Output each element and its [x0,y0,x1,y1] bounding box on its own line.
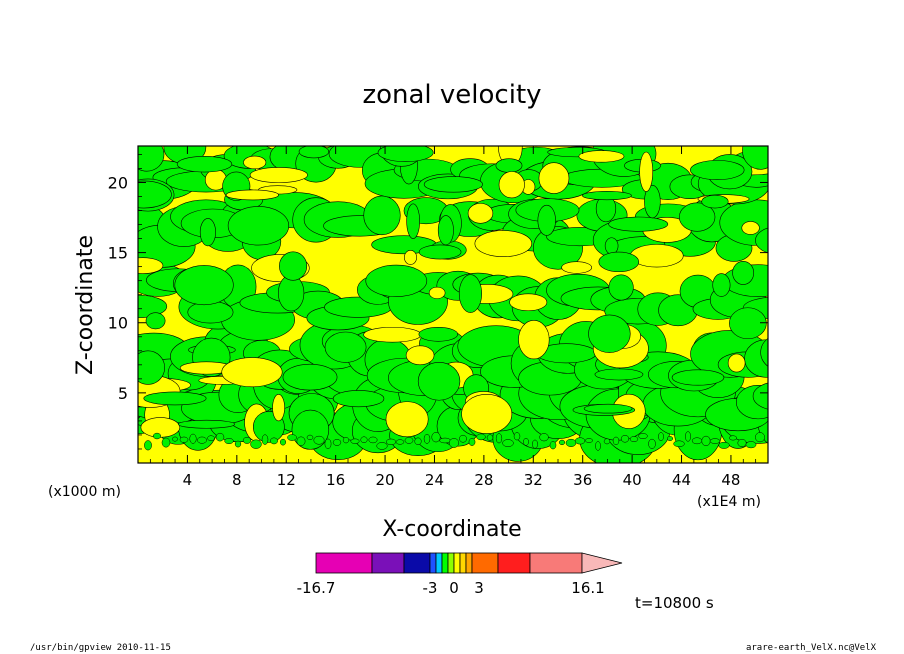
x-tick-label: 36 [573,471,592,489]
x-axis-label: X-coordinate [382,517,521,542]
plot-area [137,145,769,464]
footer-right: arare-earth_VelX.nc@VelX [746,643,877,653]
colorbar-segment [471,552,499,574]
x-tick-label: 48 [721,471,740,489]
x-tick-label: 12 [277,471,296,489]
x-tick-label: 8 [232,471,242,489]
colorbar-label: -16.7 [297,579,336,597]
colorbar-segment [497,552,531,574]
x-tick-label: 32 [524,471,543,489]
plot-frame [137,145,769,464]
x-unit-right: (x1E4 m) [697,494,761,510]
colorbar-segment [371,552,405,574]
colorbar-label: 16.1 [571,579,604,597]
colorbar-arrow [581,552,623,574]
chart-title: zonal velocity [362,80,541,110]
colorbar-segment [441,552,449,574]
x-tick-label: 20 [376,471,395,489]
y-tick-label: 5 [118,384,128,403]
y-tick-label: 20 [108,173,128,192]
colorbar-label: 0 [449,579,459,597]
x-tick-label: 44 [672,471,691,489]
y-tick-label: 10 [108,314,128,333]
time-label: t=10800 s [635,594,714,612]
x-tick-label: 28 [474,471,493,489]
contour-field [138,146,768,463]
colorbar-segment [453,552,461,574]
footer-left: /usr/bin/gpview 2010-11-15 [30,643,171,653]
colorbar-label: 3 [474,579,484,597]
y-axis: 5 10 15 20 [108,154,768,450]
x-unit-left: (x1000 m) [48,484,121,500]
x-tick-label: 24 [425,471,444,489]
x-tick-label: 4 [183,471,193,489]
colorbar-segment [315,552,373,574]
colorbar-segment [435,552,443,574]
colorbar-segment [529,552,583,574]
colorbar-label: -3 [423,579,438,597]
x-tick-label: 40 [623,471,642,489]
x-axis: 4 8 12 16 20 24 28 32 36 40 44 48 [149,146,757,489]
colorbar-segment [465,552,473,574]
colorbar-segment [447,552,455,574]
colorbar-segment [459,552,467,574]
y-axis-label: Z-coordinate [73,235,98,375]
y-tick-label: 15 [108,244,128,263]
colorbar-segment [403,552,431,574]
colorbar: -16.7 -3 0 3 16.1 [297,552,623,597]
x-tick-label: 16 [326,471,345,489]
colorbar-segment [429,552,437,574]
